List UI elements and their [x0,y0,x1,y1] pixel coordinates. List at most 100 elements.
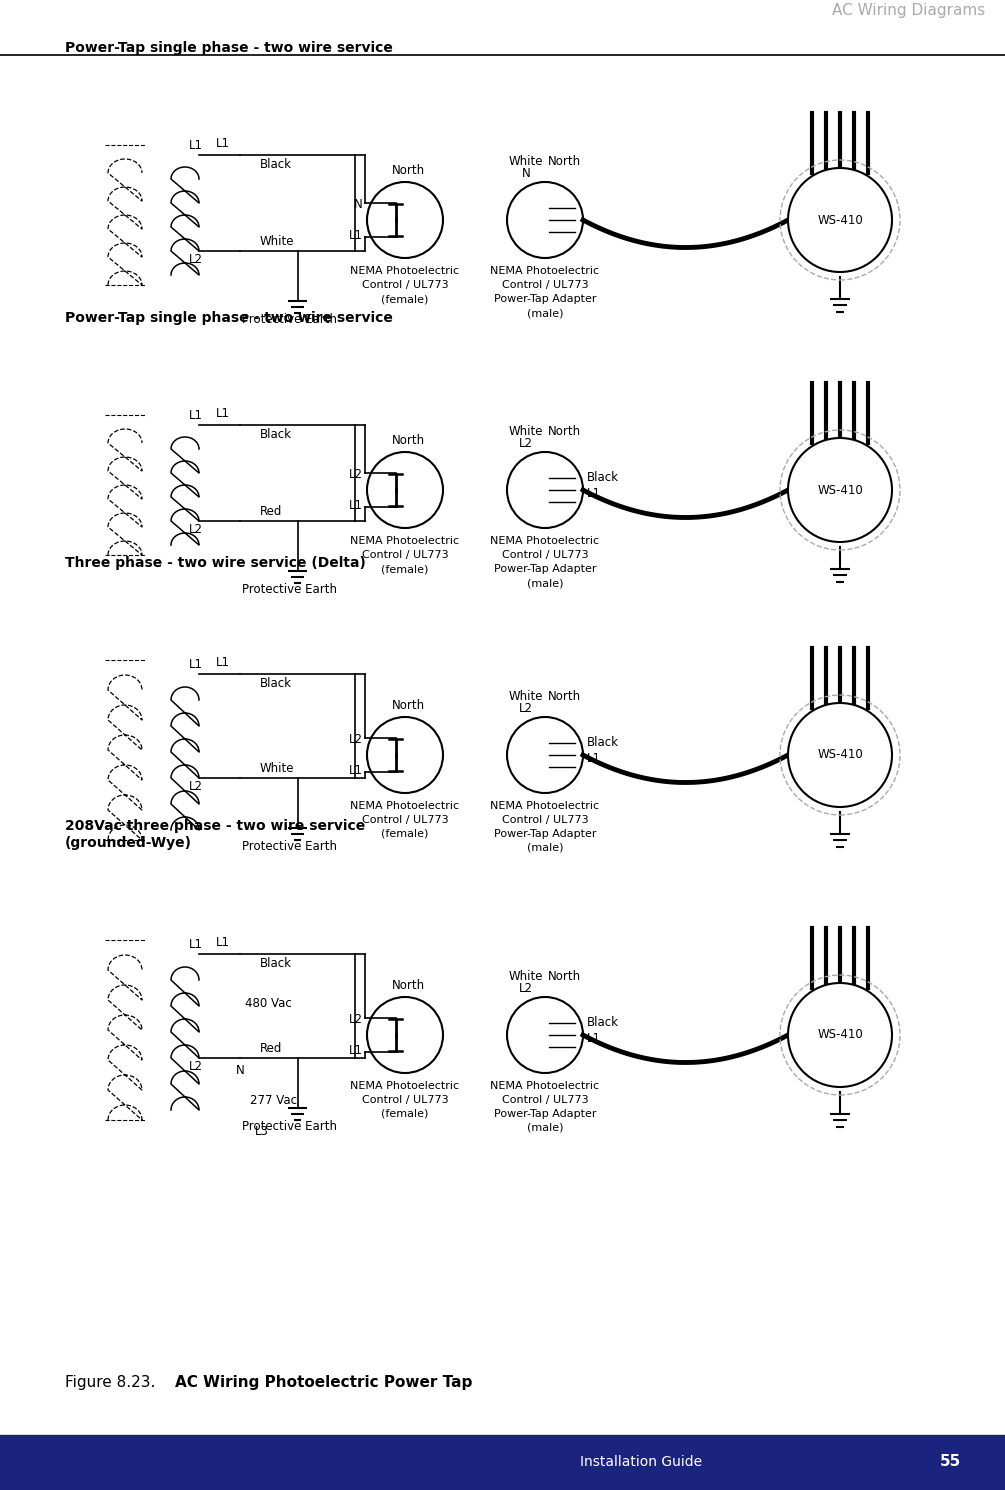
Text: WS-410: WS-410 [817,1028,863,1042]
Text: L1: L1 [349,1044,363,1058]
Text: Control / UL773: Control / UL773 [501,280,588,291]
Text: N: N [522,167,531,180]
Text: (female): (female) [381,1109,429,1119]
Text: White: White [509,425,544,438]
Text: 277 Vac: 277 Vac [250,1094,297,1107]
Text: L2: L2 [189,523,203,536]
Text: North: North [548,425,581,438]
Text: 55: 55 [940,1454,961,1469]
Text: (female): (female) [381,828,429,839]
Text: AC Wiring Photoelectric Power Tap: AC Wiring Photoelectric Power Tap [175,1375,472,1390]
Text: L1: L1 [349,229,363,243]
Text: Black: Black [587,736,619,749]
Text: White: White [509,155,544,168]
Text: White: White [260,761,294,775]
Text: Control / UL773: Control / UL773 [362,815,448,825]
Text: (female): (female) [381,565,429,574]
Text: Black: Black [587,1016,619,1030]
Text: L1: L1 [189,408,203,422]
Text: WS-410: WS-410 [817,213,863,226]
Text: Figure 8.23.: Figure 8.23. [65,1375,156,1390]
Text: Black: Black [260,428,292,441]
Text: Power-Tap single phase - two wire service: Power-Tap single phase - two wire servic… [65,42,393,55]
Text: L2: L2 [189,779,203,793]
Text: N: N [354,198,363,210]
Text: L2: L2 [349,468,363,481]
Text: Control / UL773: Control / UL773 [501,550,588,560]
Text: Control / UL773: Control / UL773 [501,1095,588,1106]
Text: North: North [548,970,581,983]
Text: L1: L1 [587,752,601,764]
Text: Black: Black [260,158,292,171]
Text: WS-410: WS-410 [817,748,863,761]
Text: NEMA Photoelectric: NEMA Photoelectric [490,267,600,276]
Text: Power-Tap Adapter: Power-Tap Adapter [493,828,596,839]
Text: North: North [392,699,425,712]
Text: NEMA Photoelectric: NEMA Photoelectric [490,1082,600,1091]
Text: (female): (female) [381,294,429,304]
Text: Power-Tap Adapter: Power-Tap Adapter [493,565,596,574]
Text: L2: L2 [349,1013,363,1025]
Text: Installation Guide: Installation Guide [580,1456,702,1469]
Text: North: North [548,690,581,703]
Text: NEMA Photoelectric: NEMA Photoelectric [351,536,459,545]
Text: (male): (male) [527,843,563,852]
Text: Power-Tap Adapter: Power-Tap Adapter [493,1109,596,1119]
Text: L1: L1 [216,407,230,420]
Text: White: White [509,690,544,703]
Text: Black: Black [587,471,619,484]
Text: Protective Earth: Protective Earth [242,583,338,596]
Text: L1: L1 [587,1033,601,1044]
Text: North: North [392,164,425,177]
Text: Power-Tap single phase - two wire service: Power-Tap single phase - two wire servic… [65,311,393,325]
Text: White: White [260,235,294,247]
Text: (male): (male) [527,578,563,589]
Text: L1: L1 [216,936,230,949]
Text: Control / UL773: Control / UL773 [362,280,448,291]
Text: Power-Tap Adapter: Power-Tap Adapter [493,294,596,304]
Text: AC Wiring Diagrams: AC Wiring Diagrams [832,3,985,18]
Text: Black: Black [260,957,292,970]
Text: NEMA Photoelectric: NEMA Photoelectric [490,802,600,811]
Text: White: White [509,970,544,983]
Text: NEMA Photoelectric: NEMA Photoelectric [490,536,600,545]
Text: Three phase - two wire service (Delta): Three phase - two wire service (Delta) [65,556,366,571]
Bar [0,1435,1005,1490]
Text: L2: L2 [519,702,533,715]
Text: L1: L1 [216,137,230,150]
Text: L2: L2 [189,1059,203,1073]
Text: Protective Earth: Protective Earth [242,1120,338,1132]
Text: 480 Vac: 480 Vac [245,997,291,1010]
Text: L2: L2 [349,733,363,745]
Text: 208Vac three phase - two wire service
(grounded-Wye): 208Vac three phase - two wire service (g… [65,818,365,849]
Text: Protective Earth: Protective Earth [242,840,338,852]
Text: L1: L1 [189,659,203,670]
Text: Red: Red [260,505,282,519]
Text: L1: L1 [349,764,363,778]
Text: NEMA Photoelectric: NEMA Photoelectric [351,267,459,276]
Text: L1: L1 [587,487,601,501]
Text: N: N [236,1064,245,1076]
Circle shape [788,983,892,1088]
Text: (male): (male) [527,308,563,317]
Text: Control / UL773: Control / UL773 [362,1095,448,1106]
Text: L1: L1 [349,499,363,513]
Text: NEMA Photoelectric: NEMA Photoelectric [351,802,459,811]
Text: L1: L1 [189,139,203,152]
Text: North: North [392,979,425,992]
Text: L1: L1 [216,656,230,669]
Text: L2: L2 [519,982,533,995]
Text: Control / UL773: Control / UL773 [362,550,448,560]
Text: North: North [548,155,581,168]
Text: Black: Black [260,676,292,690]
Text: (male): (male) [527,1123,563,1132]
Circle shape [788,703,892,808]
Circle shape [788,438,892,542]
Text: Protective Earth: Protective Earth [242,313,338,326]
Text: L3: L3 [255,1125,269,1138]
Text: North: North [392,434,425,447]
Circle shape [788,168,892,273]
Text: WS-410: WS-410 [817,483,863,496]
Text: L1: L1 [189,939,203,951]
Text: NEMA Photoelectric: NEMA Photoelectric [351,1082,459,1091]
